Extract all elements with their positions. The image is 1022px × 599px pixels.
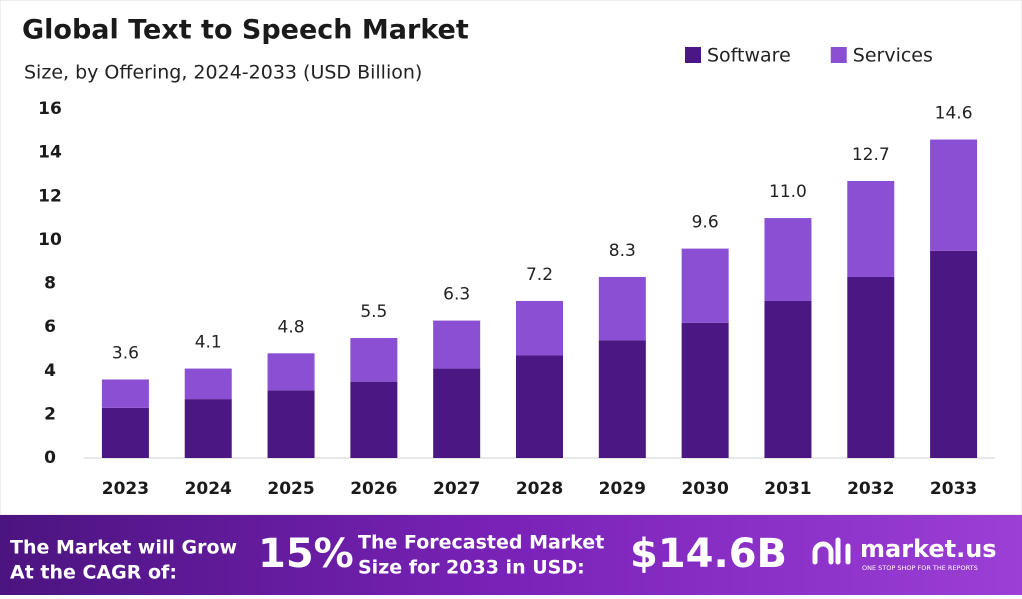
total-label: 12.7	[852, 145, 890, 165]
bar-segment	[433, 368, 481, 458]
bar-segment	[516, 355, 563, 458]
x-tick-label: 2027	[433, 479, 480, 499]
chart-subtitle: Size, by Offering, 2024-2033 (USD Billio…	[24, 62, 422, 84]
bar-segment	[847, 276, 895, 458]
chart-title: Global Text to Speech Market	[22, 15, 469, 46]
forecast-value: $14.6B	[630, 531, 787, 577]
legend: Software Services	[685, 45, 933, 67]
bar-segment	[516, 300, 563, 356]
y-tick-label: 0	[44, 448, 56, 468]
cagr-value: 15%	[258, 531, 354, 577]
x-tick-label: 2023	[102, 479, 149, 499]
total-label: 3.6	[112, 343, 139, 363]
x-tick-label: 2029	[599, 479, 646, 499]
x-tick-label: 2033	[930, 479, 977, 499]
bar-segment	[930, 250, 978, 458]
bar-segment	[764, 300, 812, 458]
bar-segment	[184, 399, 232, 458]
x-tick-label: 2032	[847, 479, 894, 499]
bar-segment	[267, 390, 315, 458]
y-tick-label: 2	[44, 404, 56, 424]
footer-text: At the CAGR of:	[10, 562, 177, 584]
total-label: 11.0	[769, 182, 807, 202]
total-label: 4.1	[195, 333, 222, 353]
x-tick-label: 2025	[267, 479, 314, 499]
total-label: 8.3	[609, 241, 636, 261]
y-tick-label: 10	[38, 230, 62, 250]
brand-name: market.us	[860, 535, 997, 563]
y-tick-label: 12	[38, 186, 62, 206]
x-tick-label: 2031	[764, 479, 811, 499]
footer-text: The Forecasted Market	[358, 532, 604, 554]
x-tick-label: 2028	[516, 479, 563, 499]
total-label: 5.5	[360, 302, 387, 322]
bar-segment	[598, 276, 646, 341]
total-label: 4.8	[278, 317, 305, 337]
brand-tagline: ONE STOP SHOP FOR THE REPORTS	[862, 564, 978, 572]
bar-segment	[930, 139, 978, 251]
bar-segment	[267, 353, 315, 391]
bar-segment	[350, 381, 398, 458]
x-tick-label: 2026	[350, 479, 397, 499]
bar-segment	[847, 180, 895, 277]
legend-label: Services	[853, 45, 933, 67]
x-tick-label: 2024	[185, 479, 232, 499]
legend-label: Software	[707, 45, 791, 67]
bar-segment	[350, 338, 398, 382]
bar-segment	[101, 379, 149, 408]
legend-swatch	[830, 47, 847, 63]
bar-segment	[681, 322, 729, 458]
footer-banner	[0, 515, 1022, 595]
y-tick-label: 16	[38, 99, 62, 119]
legend-swatch	[685, 47, 701, 63]
footer-text: Size for 2033 in USD:	[358, 557, 585, 579]
brand-logo	[812, 537, 851, 565]
bar-segment	[598, 340, 646, 458]
bar-segment	[681, 248, 729, 323]
total-label: 14.6	[935, 104, 973, 124]
y-tick-label: 6	[44, 317, 56, 337]
y-tick-label: 4	[44, 361, 56, 381]
bar-segment	[101, 407, 149, 458]
total-label: 6.3	[443, 285, 470, 305]
y-tick-label: 8	[44, 274, 56, 294]
bar-segment	[184, 368, 232, 400]
total-label: 9.6	[692, 213, 719, 233]
x-tick-label: 2030	[681, 479, 728, 499]
bar-segment	[433, 320, 481, 369]
y-tick-label: 14	[38, 143, 62, 163]
bar-segment	[764, 218, 812, 301]
footer-text: The Market will Grow	[10, 537, 237, 559]
total-label: 7.2	[526, 265, 553, 285]
